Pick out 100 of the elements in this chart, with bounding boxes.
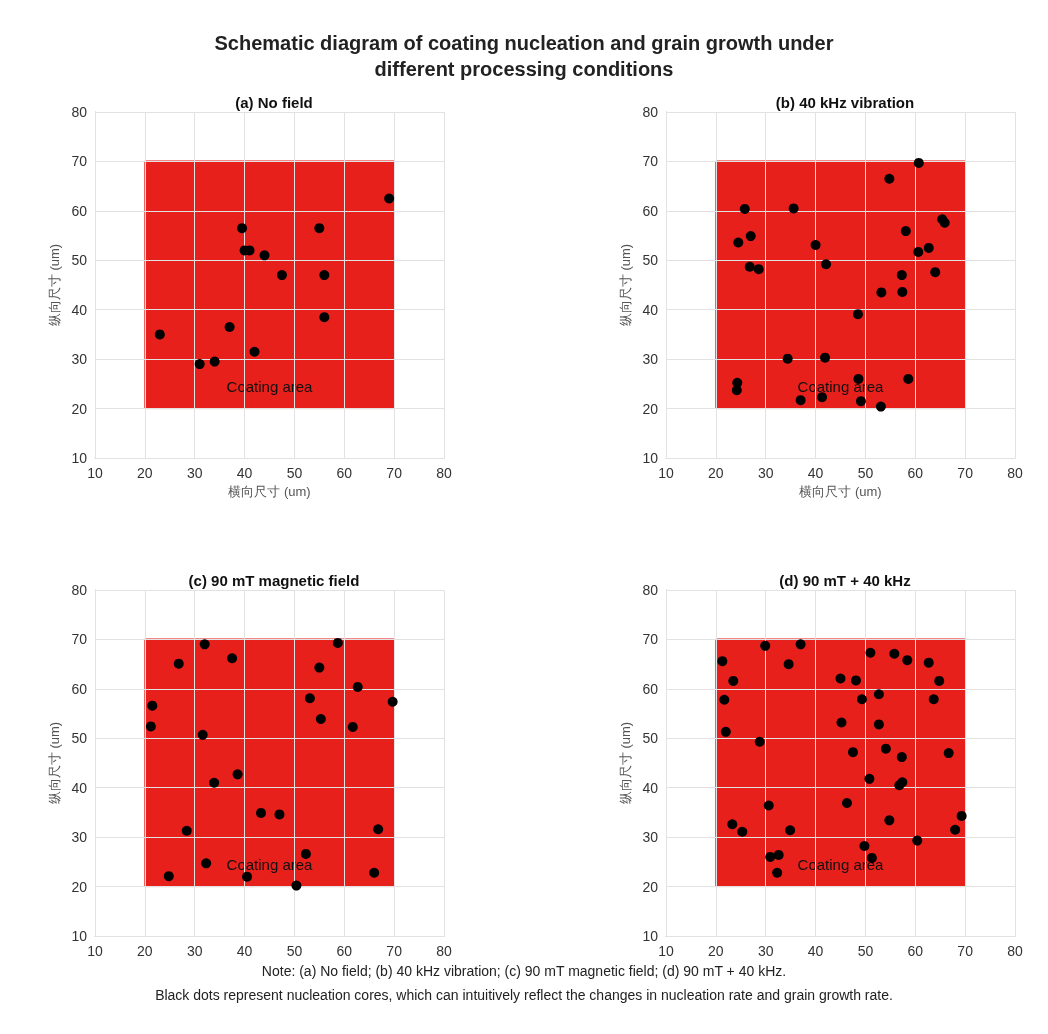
point (154, 329, 165, 340)
point (300, 848, 311, 859)
x-tick-label: 40 (807, 465, 824, 481)
x-tick-label: 20 (137, 465, 153, 481)
point (821, 259, 832, 270)
point (720, 726, 731, 737)
point (727, 819, 738, 830)
point (731, 385, 742, 396)
y-tick-label: 50 (642, 252, 659, 269)
point (256, 807, 267, 818)
point (314, 662, 325, 673)
point (788, 203, 799, 214)
point (209, 777, 220, 788)
point (369, 867, 380, 878)
point (259, 250, 270, 261)
x-tick-label: 60 (336, 465, 353, 481)
point (820, 352, 831, 363)
point (841, 798, 852, 809)
y-tick-label: 40 (71, 779, 88, 796)
point (850, 675, 861, 686)
y-tick-label: 10 (71, 450, 88, 466)
point (884, 173, 895, 184)
point (224, 322, 235, 333)
x-axis-title: 横向尺寸 (um) (799, 483, 882, 499)
point (903, 373, 914, 384)
x-tick-label: 70 (386, 943, 403, 959)
x-tick-label: 40 (236, 465, 253, 481)
point (934, 675, 945, 686)
point (765, 851, 776, 862)
point (304, 693, 315, 704)
point (227, 653, 238, 664)
x-tick-label: 60 (336, 943, 353, 959)
x-tick-label: 60 (907, 465, 924, 481)
point (956, 810, 967, 821)
point (836, 717, 847, 728)
point (737, 826, 748, 837)
point (928, 694, 939, 705)
point (753, 264, 764, 275)
y-tick-label: 70 (71, 631, 88, 648)
text: Schematic diagram of coating nucleation and grain growth under different processing conditions (214, 31, 834, 82)
x-tick-label: 50 (857, 465, 874, 481)
y-tick-label: 20 (642, 878, 659, 895)
point (199, 639, 210, 650)
y-tick-label: 80 (71, 104, 88, 120)
y-tick-label: 40 (642, 301, 659, 318)
point (855, 396, 866, 407)
point (201, 858, 212, 869)
point (875, 401, 886, 412)
text: Black dots represent nucleation cores, which can intuitively reflect the changes in nucleation rate and grain growth rate. (154, 987, 894, 1003)
y-tick-label: 40 (71, 301, 88, 318)
point (194, 359, 205, 370)
y-tick-label: 40 (642, 779, 659, 796)
point (387, 696, 398, 707)
point (835, 673, 846, 684)
x-tick-label: 80 (1007, 943, 1023, 959)
point (876, 287, 887, 298)
x-tick-label: 70 (957, 465, 974, 481)
point (772, 867, 783, 878)
point (745, 231, 756, 242)
x-tick-label: 80 (436, 943, 452, 959)
point (319, 270, 330, 281)
point (900, 226, 911, 237)
y-tick-label: 10 (642, 450, 659, 466)
point (728, 675, 739, 686)
point (739, 203, 750, 214)
point (923, 657, 934, 668)
point (760, 640, 771, 651)
point (163, 871, 174, 882)
y-axis-title: 纵向尺寸 (um) (617, 721, 633, 805)
point (930, 267, 941, 278)
x-tick-label: 30 (757, 465, 774, 481)
y-axis-title: 纵向尺寸 (um) (46, 721, 62, 805)
x-tick-label: 40 (807, 943, 824, 959)
point (873, 719, 884, 730)
y-tick-label: 70 (642, 631, 659, 648)
point (145, 721, 156, 732)
point (852, 309, 863, 320)
y-tick-label: 70 (71, 153, 88, 170)
x-tick-label: 50 (286, 465, 303, 481)
point (232, 769, 243, 780)
y-tick-label: 20 (642, 400, 659, 417)
chart-title: (a) No field (235, 94, 313, 111)
point (237, 223, 248, 234)
point (913, 246, 924, 257)
point (865, 647, 876, 658)
x-tick-label: 10 (658, 943, 674, 959)
point (276, 270, 287, 281)
point (943, 748, 954, 759)
point (889, 648, 900, 659)
point (897, 286, 908, 297)
point (249, 346, 260, 357)
x-tick-label: 20 (708, 943, 724, 959)
y-tick-label: 80 (642, 104, 659, 120)
y-tick-label: 20 (71, 878, 88, 895)
point (847, 747, 858, 758)
y-tick-label: 70 (642, 153, 659, 170)
y-tick-label: 50 (71, 252, 88, 269)
x-tick-label: 30 (186, 465, 203, 481)
point (856, 694, 867, 705)
point (773, 849, 784, 860)
